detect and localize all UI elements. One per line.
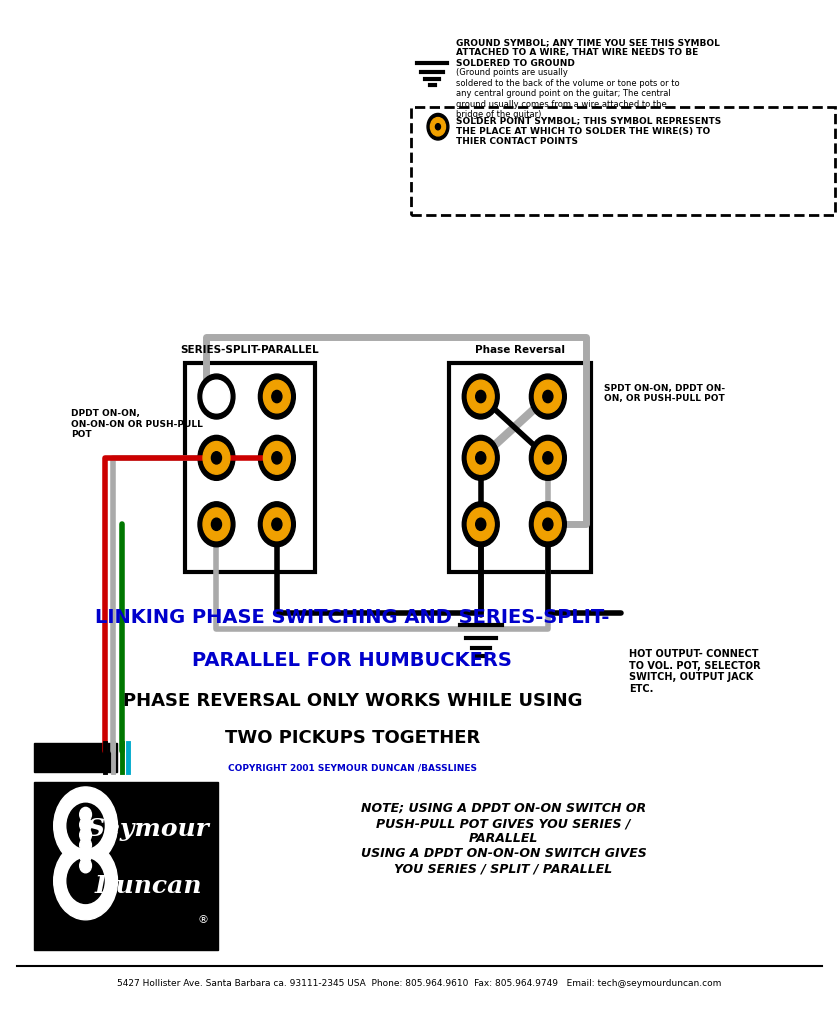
Text: 5427 Hollister Ave. Santa Barbara ca. 93111-2345 USA  Phone: 805.964.9610  Fax: : 5427 Hollister Ave. Santa Barbara ca. 93… (117, 979, 722, 987)
Circle shape (476, 518, 486, 530)
Circle shape (198, 435, 235, 480)
Circle shape (272, 518, 282, 530)
Text: GROUND SYMBOL; ANY TIME YOU SEE THIS SYMBOL
ATTACHED TO A WIRE, THAT WIRE NEEDS : GROUND SYMBOL; ANY TIME YOU SEE THIS SYM… (456, 38, 720, 67)
Text: (Ground points are usually
soldered to the back of the volume or tone pots or to: (Ground points are usually soldered to t… (456, 68, 680, 120)
Circle shape (203, 380, 230, 413)
Circle shape (80, 807, 91, 822)
Text: DPDT ON-ON,
ON-ON-ON OR PUSH-PULL
POT: DPDT ON-ON, ON-ON-ON OR PUSH-PULL POT (71, 409, 203, 439)
Circle shape (272, 452, 282, 464)
Circle shape (476, 452, 486, 464)
Circle shape (467, 442, 494, 474)
Circle shape (198, 502, 235, 547)
Circle shape (462, 374, 499, 419)
Circle shape (430, 118, 446, 136)
Circle shape (263, 380, 290, 413)
Circle shape (476, 390, 486, 403)
Text: NOTE; USING A DPDT ON-ON SWITCH OR
PUSH-PULL POT GIVES YOU SERIES /
PARALLEL
USI: NOTE; USING A DPDT ON-ON SWITCH OR PUSH-… (361, 802, 646, 875)
Bar (185, 363, 315, 572)
Circle shape (203, 442, 230, 474)
Circle shape (529, 435, 566, 480)
Circle shape (534, 380, 561, 413)
Circle shape (462, 435, 499, 480)
Circle shape (258, 502, 295, 547)
Circle shape (534, 508, 561, 541)
Circle shape (529, 502, 566, 547)
Bar (34, 743, 117, 772)
Circle shape (67, 803, 104, 848)
FancyBboxPatch shape (411, 107, 835, 215)
Circle shape (467, 508, 494, 541)
Bar (449, 363, 591, 572)
Circle shape (203, 508, 230, 541)
Text: ®: ® (197, 915, 208, 925)
Circle shape (543, 390, 553, 403)
Text: Duncan: Duncan (94, 875, 201, 898)
Text: SOLDER POINT SYMBOL; THIS SYMBOL REPRESENTS
THE PLACE AT WHICH TO SOLDER THE WIR: SOLDER POINT SYMBOL; THIS SYMBOL REPRESE… (456, 117, 721, 146)
Circle shape (80, 818, 91, 832)
Circle shape (54, 842, 117, 920)
Text: LINKING PHASE SWITCHING AND SERIES-SPLIT-: LINKING PHASE SWITCHING AND SERIES-SPLIT… (95, 608, 610, 628)
Circle shape (54, 787, 117, 865)
Circle shape (198, 374, 235, 419)
Text: COPYRIGHT 2001 SEYMOUR DUNCAN /BASSLINES: COPYRIGHT 2001 SEYMOUR DUNCAN /BASSLINES (228, 763, 477, 773)
Text: PHASE REVERSAL ONLY WORKS WHILE USING: PHASE REVERSAL ONLY WORKS WHILE USING (122, 692, 582, 710)
Circle shape (80, 848, 91, 863)
Circle shape (427, 113, 449, 140)
Text: PARALLEL FOR HUMBUCKERS: PARALLEL FOR HUMBUCKERS (192, 651, 513, 670)
Circle shape (462, 502, 499, 547)
Circle shape (67, 858, 104, 903)
Circle shape (529, 374, 566, 419)
Text: SERIES-SPLIT-PARALLEL: SERIES-SPLIT-PARALLEL (180, 344, 319, 355)
Circle shape (263, 442, 290, 474)
Circle shape (263, 508, 290, 541)
Text: Phase Reversal: Phase Reversal (475, 344, 565, 355)
Circle shape (211, 452, 221, 464)
Text: Seymour: Seymour (86, 817, 210, 841)
Circle shape (258, 435, 295, 480)
Circle shape (211, 518, 221, 530)
Circle shape (543, 518, 553, 530)
Circle shape (80, 858, 91, 873)
Circle shape (258, 374, 295, 419)
Circle shape (534, 442, 561, 474)
Bar (34, 782, 218, 950)
Circle shape (467, 380, 494, 413)
Text: TWO PICKUPS TOGETHER: TWO PICKUPS TOGETHER (225, 729, 480, 747)
Text: HOT OUTPUT- CONNECT
TO VOL. POT, SELECTOR
SWITCH, OUTPUT JACK
ETC.: HOT OUTPUT- CONNECT TO VOL. POT, SELECTO… (629, 649, 761, 694)
Circle shape (80, 838, 91, 852)
Circle shape (272, 390, 282, 403)
Text: SPDT ON-ON, DPDT ON-
ON, OR PUSH-PULL POT: SPDT ON-ON, DPDT ON- ON, OR PUSH-PULL PO… (604, 384, 725, 403)
Circle shape (543, 452, 553, 464)
Circle shape (435, 124, 440, 130)
Circle shape (80, 828, 91, 842)
